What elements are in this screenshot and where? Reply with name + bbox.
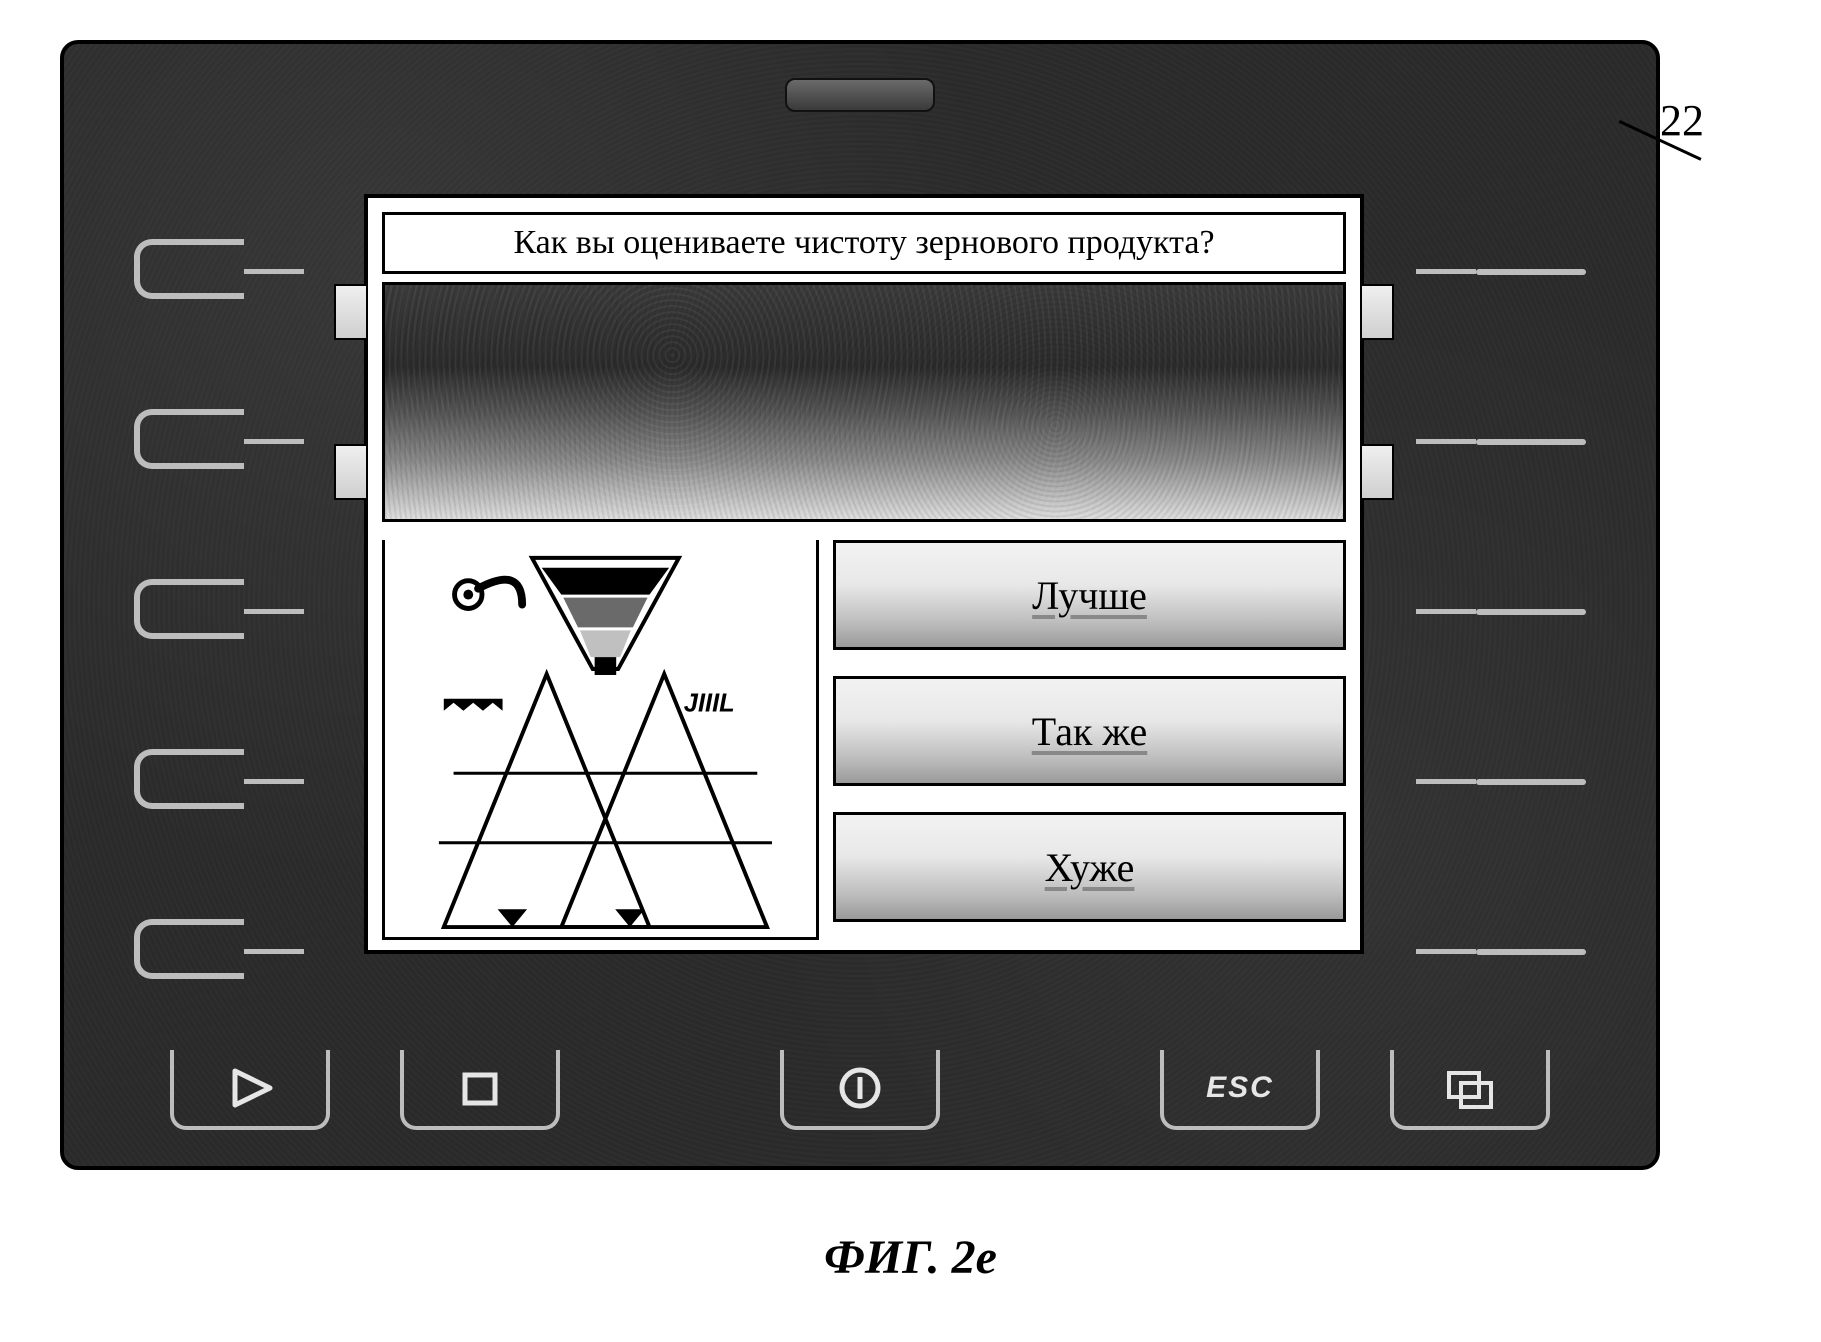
softkey-r2[interactable]	[1476, 409, 1586, 469]
softkey-r4[interactable]	[1476, 749, 1586, 809]
figure-caption: ФИГ. 2e	[0, 1230, 1821, 1285]
screen-tab-r1	[1360, 284, 1394, 340]
svg-text:JIIIL: JIIIL	[684, 690, 735, 718]
softkey-l1[interactable]	[134, 239, 244, 299]
right-softkey-column	[1476, 239, 1586, 979]
info-button[interactable]	[780, 1050, 940, 1130]
softkey-l5[interactable]	[134, 919, 244, 979]
left-softkey-column	[134, 239, 244, 979]
option-same-button[interactable]: Так же	[833, 676, 1346, 786]
stop-button[interactable]	[400, 1050, 560, 1130]
softkey-l4[interactable]	[134, 749, 244, 809]
softkey-l2[interactable]	[134, 409, 244, 469]
option-same-label: Так же	[1026, 708, 1154, 755]
screen-tab-r2	[1360, 444, 1394, 500]
window-button[interactable]	[1390, 1050, 1550, 1130]
question-text: Как вы оцениваете чистоту зернового прод…	[513, 224, 1214, 262]
play-button[interactable]	[170, 1050, 330, 1130]
bottom-hw-buttons: ESC	[64, 1050, 1656, 1130]
callout-22: 22	[1660, 95, 1704, 146]
esc-label: ESC	[1206, 1071, 1274, 1105]
screen-tab-l2	[334, 444, 368, 500]
lcd-screen: Как вы оцениваете чистоту зернового прод…	[364, 194, 1364, 954]
softkey-r1[interactable]	[1476, 239, 1586, 299]
question-bar: Как вы оцениваете чистоту зернового прод…	[382, 212, 1346, 274]
option-better-label: Лучше	[1026, 572, 1153, 619]
option-better-button[interactable]: Лучше	[833, 540, 1346, 650]
terminal-device: Как вы оцениваете чистоту зернового прод…	[60, 40, 1660, 1170]
softkey-r5[interactable]	[1476, 919, 1586, 979]
softkey-r3[interactable]	[1476, 579, 1586, 639]
rating-options: Лучше Так же Хуже	[833, 540, 1346, 940]
softkey-l3[interactable]	[134, 579, 244, 639]
grain-sample-image	[382, 282, 1346, 522]
option-worse-label: Хуже	[1039, 844, 1141, 891]
option-worse-button[interactable]: Хуже	[833, 812, 1346, 922]
speaker-indicator	[785, 78, 935, 112]
esc-button[interactable]: ESC	[1160, 1050, 1320, 1130]
screen-tab-l1	[334, 284, 368, 340]
cleaning-diagram: JIIIL	[382, 540, 819, 940]
